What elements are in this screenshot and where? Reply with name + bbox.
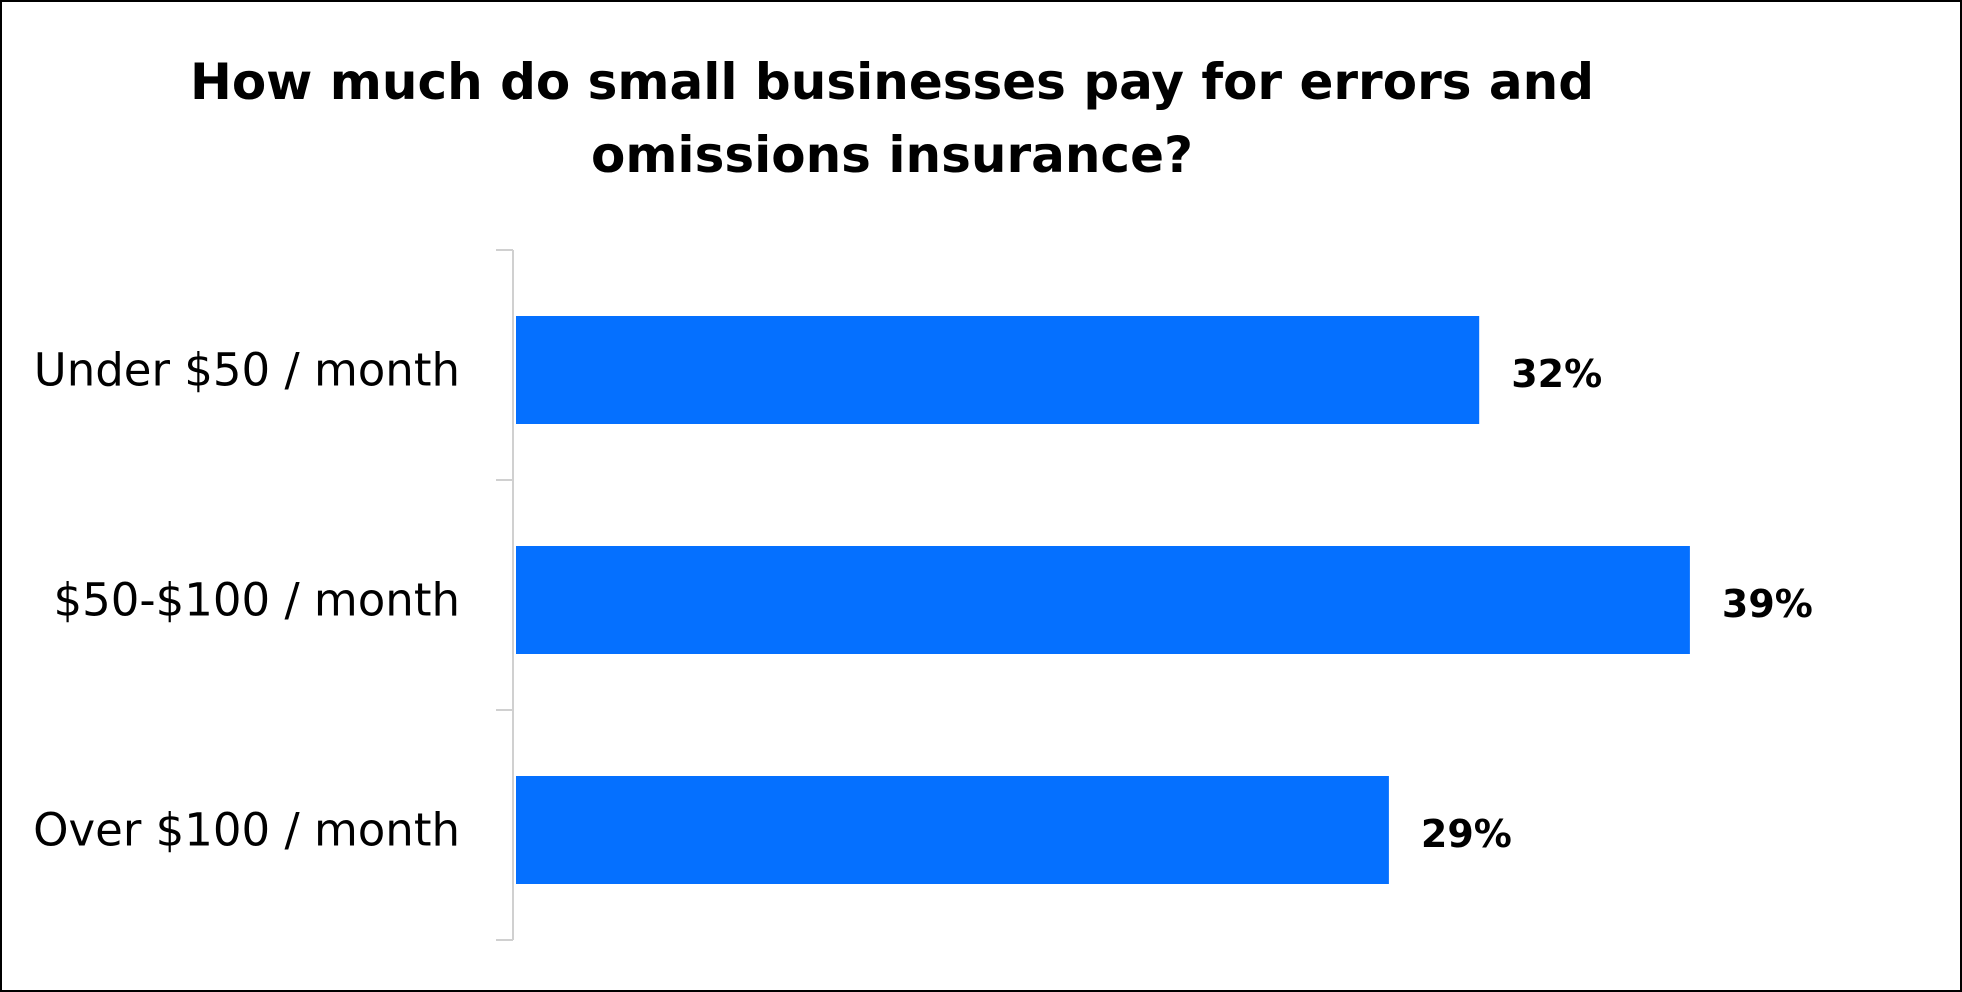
- bar: [516, 316, 1480, 424]
- bars: [516, 316, 1690, 884]
- category-axis: [496, 249, 514, 941]
- category-label: $50-$100 / month: [54, 574, 460, 627]
- category-label: Over $100 / month: [33, 804, 460, 857]
- bar: [516, 776, 1389, 884]
- labels: Under $50 / month 32% $50-$100 / month 39% O…: [33, 344, 1813, 857]
- category-label: Under $50 / month: [34, 344, 460, 397]
- chart-title: How much do small businesses pay for err…: [189, 53, 1595, 184]
- bar: [516, 546, 1690, 654]
- value-label: 39%: [1722, 582, 1813, 626]
- value-label: 29%: [1421, 812, 1512, 856]
- value-label: 32%: [1511, 352, 1602, 396]
